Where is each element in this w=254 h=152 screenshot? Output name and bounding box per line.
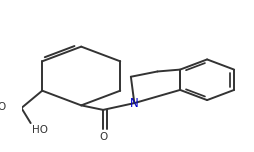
Text: O: O: [0, 102, 6, 112]
Text: N: N: [130, 97, 139, 110]
Text: HO: HO: [32, 125, 48, 135]
Text: O: O: [99, 133, 107, 142]
